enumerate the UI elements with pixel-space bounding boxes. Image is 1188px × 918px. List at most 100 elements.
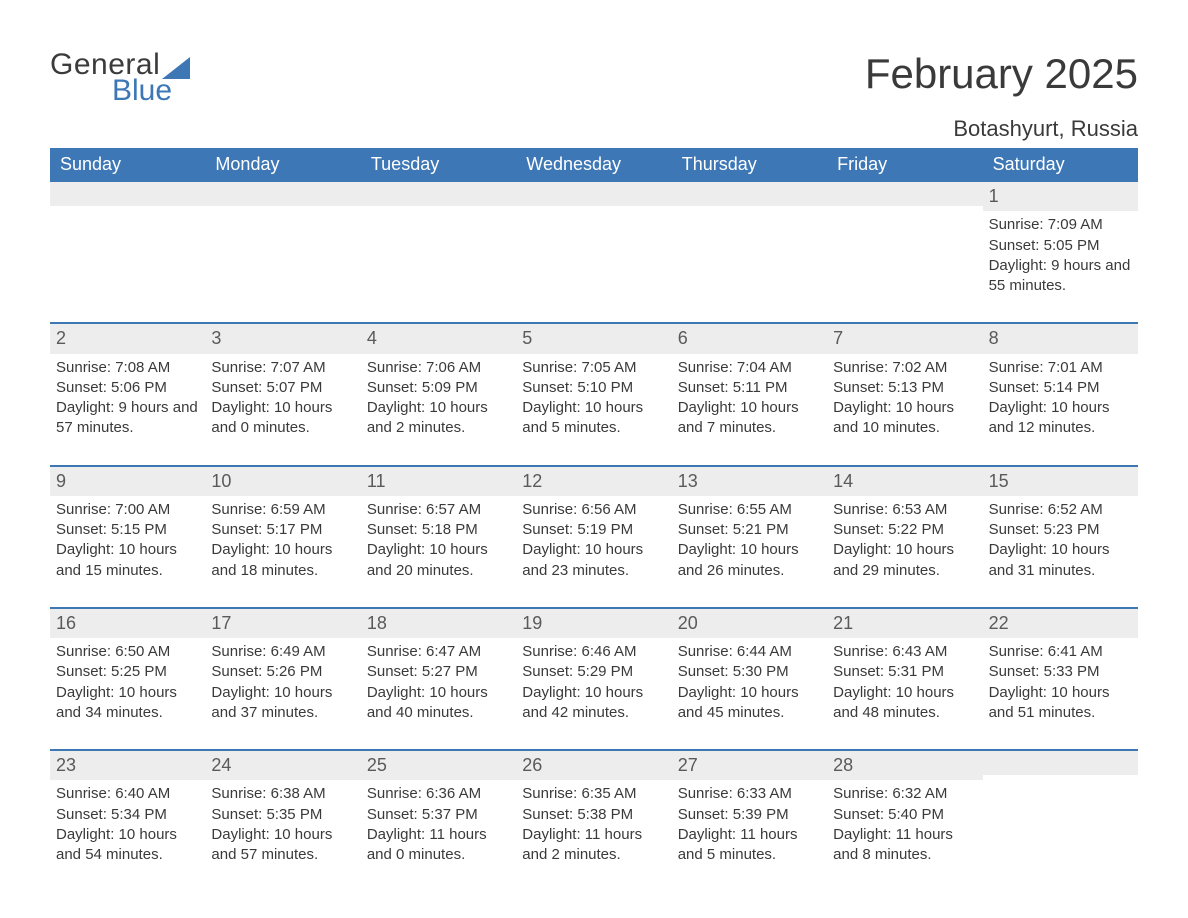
sunrise-line: Sunrise: 6:35 AM [522,784,665,804]
day-number: 26 [516,751,671,780]
sunset-line: Sunset: 5:22 PM [833,520,976,540]
calendar-page: General Blue February 2025 Botashyurt, R… [0,0,1188,913]
day-cell: 21Sunrise: 6:43 AMSunset: 5:31 PMDayligh… [827,609,982,731]
sunset-line: Sunset: 5:30 PM [678,662,821,682]
sunrise-line: Sunrise: 6:32 AM [833,784,976,804]
sunrise-line: Sunrise: 6:49 AM [211,642,354,662]
sunset-line: Sunset: 5:13 PM [833,378,976,398]
title-block: February 2025 Botashyurt, Russia [865,50,1138,142]
daylight-line: Daylight: 11 hours and 0 minutes. [367,825,510,866]
day-number: 17 [205,609,360,638]
daylight-line: Daylight: 11 hours and 2 minutes. [522,825,665,866]
daylight-line: Daylight: 10 hours and 23 minutes. [522,540,665,581]
sunset-line: Sunset: 5:35 PM [211,805,354,825]
day-number: 15 [983,467,1138,496]
sunrise-line: Sunrise: 6:41 AM [989,642,1132,662]
weeks-container: 1Sunrise: 7:09 AMSunset: 5:05 PMDaylight… [50,182,1138,873]
sunset-line: Sunset: 5:10 PM [522,378,665,398]
day-number [516,182,671,206]
sunset-line: Sunset: 5:29 PM [522,662,665,682]
sunset-line: Sunset: 5:14 PM [989,378,1132,398]
location-label: Botashyurt, Russia [865,116,1138,142]
daylight-line: Daylight: 10 hours and 0 minutes. [211,398,354,439]
day-number: 11 [361,467,516,496]
sunrise-line: Sunrise: 6:53 AM [833,500,976,520]
sunrise-line: Sunrise: 7:00 AM [56,500,199,520]
sunrise-line: Sunrise: 6:43 AM [833,642,976,662]
day-cell: 25Sunrise: 6:36 AMSunset: 5:37 PMDayligh… [361,751,516,873]
brand-word-blue: Blue [112,76,190,106]
day-cell-empty [672,182,827,304]
day-cell: 16Sunrise: 6:50 AMSunset: 5:25 PMDayligh… [50,609,205,731]
sunrise-line: Sunrise: 7:05 AM [522,358,665,378]
weekday-header: Sunday [50,148,205,182]
day-cell: 5Sunrise: 7:05 AMSunset: 5:10 PMDaylight… [516,324,671,446]
sunset-line: Sunset: 5:19 PM [522,520,665,540]
day-number: 5 [516,324,671,353]
sunset-line: Sunset: 5:23 PM [989,520,1132,540]
weekday-header: Saturday [983,148,1138,182]
day-cell-empty [983,751,1138,873]
day-number: 21 [827,609,982,638]
sunrise-line: Sunrise: 6:40 AM [56,784,199,804]
day-cell: 6Sunrise: 7:04 AMSunset: 5:11 PMDaylight… [672,324,827,446]
sunrise-line: Sunrise: 6:47 AM [367,642,510,662]
day-number [50,182,205,206]
day-cell: 22Sunrise: 6:41 AMSunset: 5:33 PMDayligh… [983,609,1138,731]
day-cell: 26Sunrise: 6:35 AMSunset: 5:38 PMDayligh… [516,751,671,873]
sunset-line: Sunset: 5:25 PM [56,662,199,682]
day-cell: 28 Sunrise: 6:32 AMSunset: 5:40 PMDayligh… [827,751,982,873]
day-number [983,751,1138,775]
weekday-header: Thursday [672,148,827,182]
sunrise-line: Sunrise: 6:59 AM [211,500,354,520]
day-number: 28 [827,751,982,780]
sunset-line: Sunset: 5:31 PM [833,662,976,682]
daylight-line: Daylight: 9 hours and 55 minutes. [989,256,1132,297]
daylight-line: Daylight: 10 hours and 10 minutes. [833,398,976,439]
sunrise-line: Sunrise: 7:06 AM [367,358,510,378]
sunset-line: Sunset: 5:34 PM [56,805,199,825]
sunset-line: Sunset: 5:06 PM [56,378,199,398]
day-number [361,182,516,206]
day-cell: 1Sunrise: 7:09 AMSunset: 5:05 PMDaylight… [983,182,1138,304]
sunrise-line: Sunrise: 7:01 AM [989,358,1132,378]
sunset-line: Sunset: 5:37 PM [367,805,510,825]
sunset-line: Sunset: 5:18 PM [367,520,510,540]
daylight-line: Daylight: 11 hours and 5 minutes. [678,825,821,866]
day-cell: 17 Sunrise: 6:49 AMSunset: 5:26 PMDayligh… [205,609,360,731]
sunrise-line: Sunrise: 6:50 AM [56,642,199,662]
sunset-line: Sunset: 5:17 PM [211,520,354,540]
day-number: 19 [516,609,671,638]
day-cell: 23Sunrise: 6:40 AMSunset: 5:34 PMDayligh… [50,751,205,873]
day-number: 8 [983,324,1138,353]
daylight-line: Daylight: 11 hours and 8 minutes. [833,825,976,866]
top-bar: General Blue February 2025 Botashyurt, R… [50,50,1138,142]
daylight-line: Daylight: 9 hours and 57 minutes. [56,398,199,439]
daylight-line: Daylight: 10 hours and 29 minutes. [833,540,976,581]
sunrise-line: Sunrise: 6:36 AM [367,784,510,804]
sunrise-line: Sunrise: 6:33 AM [678,784,821,804]
sunset-line: Sunset: 5:40 PM [833,805,976,825]
week-row: 1Sunrise: 7:09 AMSunset: 5:05 PMDaylight… [50,182,1138,304]
day-cell: 19Sunrise: 6:46 AMSunset: 5:29 PMDayligh… [516,609,671,731]
sunset-line: Sunset: 5:26 PM [211,662,354,682]
day-cell: 7Sunrise: 7:02 AMSunset: 5:13 PMDaylight… [827,324,982,446]
day-number: 2 [50,324,205,353]
sunrise-line: Sunrise: 7:02 AM [833,358,976,378]
daylight-line: Daylight: 10 hours and 54 minutes. [56,825,199,866]
sunset-line: Sunset: 5:09 PM [367,378,510,398]
sunset-line: Sunset: 5:15 PM [56,520,199,540]
daylight-line: Daylight: 10 hours and 37 minutes. [211,683,354,724]
day-cell-empty [361,182,516,304]
sunrise-line: Sunrise: 6:56 AM [522,500,665,520]
sunrise-line: Sunrise: 7:09 AM [989,215,1132,235]
sunset-line: Sunset: 5:05 PM [989,236,1132,256]
sunrise-line: Sunrise: 6:44 AM [678,642,821,662]
day-number [205,182,360,206]
daylight-line: Daylight: 10 hours and 7 minutes. [678,398,821,439]
daylight-line: Daylight: 10 hours and 15 minutes. [56,540,199,581]
day-number: 10 [205,467,360,496]
day-cell: 8Sunrise: 7:01 AMSunset: 5:14 PMDaylight… [983,324,1138,446]
sunset-line: Sunset: 5:27 PM [367,662,510,682]
brand-text: General Blue [50,50,190,106]
